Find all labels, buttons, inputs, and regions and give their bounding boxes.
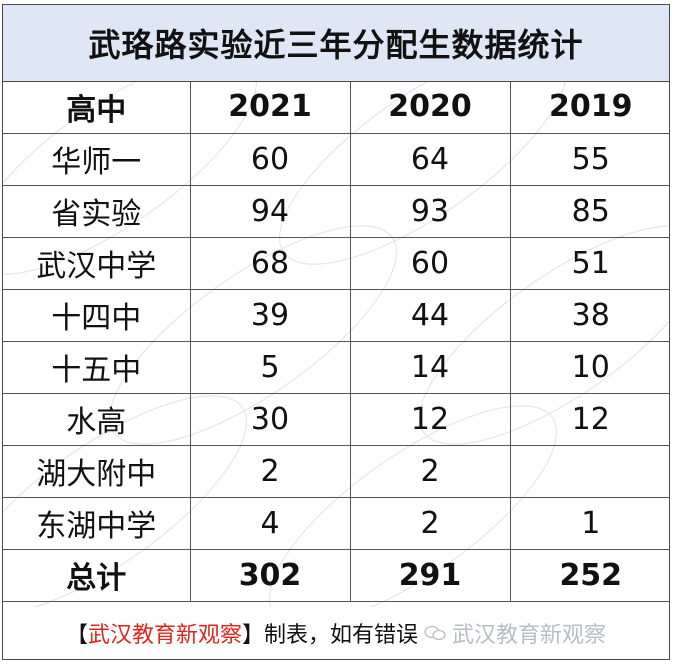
table-row: 水高 30 12 12 xyxy=(3,392,669,446)
table-title: 武珞路实验近三年分配生数据统计 xyxy=(3,5,669,82)
school-cell: 十四中 xyxy=(3,288,191,342)
value-cell-2020: 12 xyxy=(349,392,511,446)
table-row: 华师一 60 64 55 xyxy=(3,132,669,186)
value-cell-2020: 64 xyxy=(349,132,511,186)
value-cell-2021: 68 xyxy=(189,236,351,290)
value-cell-2021: 39 xyxy=(189,288,351,342)
value-cell-2021: 30 xyxy=(189,392,351,446)
total-cell-2021: 302 xyxy=(189,548,351,602)
value-cell-2019: 10 xyxy=(509,340,669,394)
total-row: 总计 302 291 252 xyxy=(3,548,669,602)
school-cell: 湖大附中 xyxy=(3,444,191,498)
footer-watermark: 武汉教育新观察 xyxy=(452,623,607,648)
value-cell-2019 xyxy=(509,444,669,498)
value-cell-2019: 51 xyxy=(509,236,669,290)
table-row: 东湖中学 4 2 1 xyxy=(3,496,669,550)
value-cell-2020: 93 xyxy=(349,184,511,238)
table-row: 十五中 5 14 10 xyxy=(3,340,669,394)
value-cell-2020: 2 xyxy=(349,496,511,550)
stats-card: 武珞路实验近三年分配生数据统计 高中 2021 2020 2019 华师一 60… xyxy=(2,4,670,660)
column-header-school: 高中 xyxy=(3,81,191,134)
table-row: 十四中 39 44 38 xyxy=(3,288,669,342)
footer-text: 制表，如有错误 xyxy=(264,623,419,648)
column-header-2020: 2020 xyxy=(349,81,511,134)
value-cell-2021: 94 xyxy=(189,184,351,238)
school-cell: 华师一 xyxy=(3,132,191,186)
value-cell-2021: 2 xyxy=(189,444,351,498)
footer-brand: 武汉教育新观察 xyxy=(87,623,242,648)
value-cell-2020: 2 xyxy=(349,444,511,498)
value-cell-2020: 60 xyxy=(349,236,511,290)
allocation-table: 高中 2021 2020 2019 华师一 60 64 55 省实验 94 93… xyxy=(3,81,669,602)
value-cell-2019: 1 xyxy=(509,496,669,550)
school-cell: 水高 xyxy=(3,392,191,446)
column-header-2019: 2019 xyxy=(509,81,669,134)
footer-bracket-open: 【 xyxy=(65,623,88,648)
total-cell-2019: 252 xyxy=(509,548,669,602)
total-cell-2020: 291 xyxy=(349,548,511,602)
value-cell-2021: 60 xyxy=(189,132,351,186)
value-cell-2019: 38 xyxy=(509,288,669,342)
value-cell-2020: 44 xyxy=(349,288,511,342)
table-row: 湖大附中 2 2 xyxy=(3,444,669,498)
column-header-2021: 2021 xyxy=(189,81,351,134)
table-row: 武汉中学 68 60 51 xyxy=(3,236,669,290)
school-cell: 十五中 xyxy=(3,340,191,394)
school-cell: 省实验 xyxy=(3,184,191,238)
table-row: 省实验 94 93 85 xyxy=(3,184,669,238)
school-cell: 东湖中学 xyxy=(3,496,191,550)
school-cell: 武汉中学 xyxy=(3,236,191,290)
value-cell-2020: 14 xyxy=(349,340,511,394)
total-label: 总计 xyxy=(3,548,191,602)
footer-note: 【 武汉教育新观察 】 制表，如有错误 武汉教育新观察 xyxy=(3,607,669,659)
value-cell-2021: 4 xyxy=(189,496,351,550)
value-cell-2021: 5 xyxy=(189,340,351,394)
footer-bracket-close: 】 xyxy=(241,623,264,648)
header-row: 高中 2021 2020 2019 xyxy=(3,81,669,134)
value-cell-2019: 55 xyxy=(509,132,669,186)
value-cell-2019: 85 xyxy=(509,184,669,238)
wechat-watermark-icon xyxy=(424,625,446,641)
value-cell-2019: 12 xyxy=(509,392,669,446)
